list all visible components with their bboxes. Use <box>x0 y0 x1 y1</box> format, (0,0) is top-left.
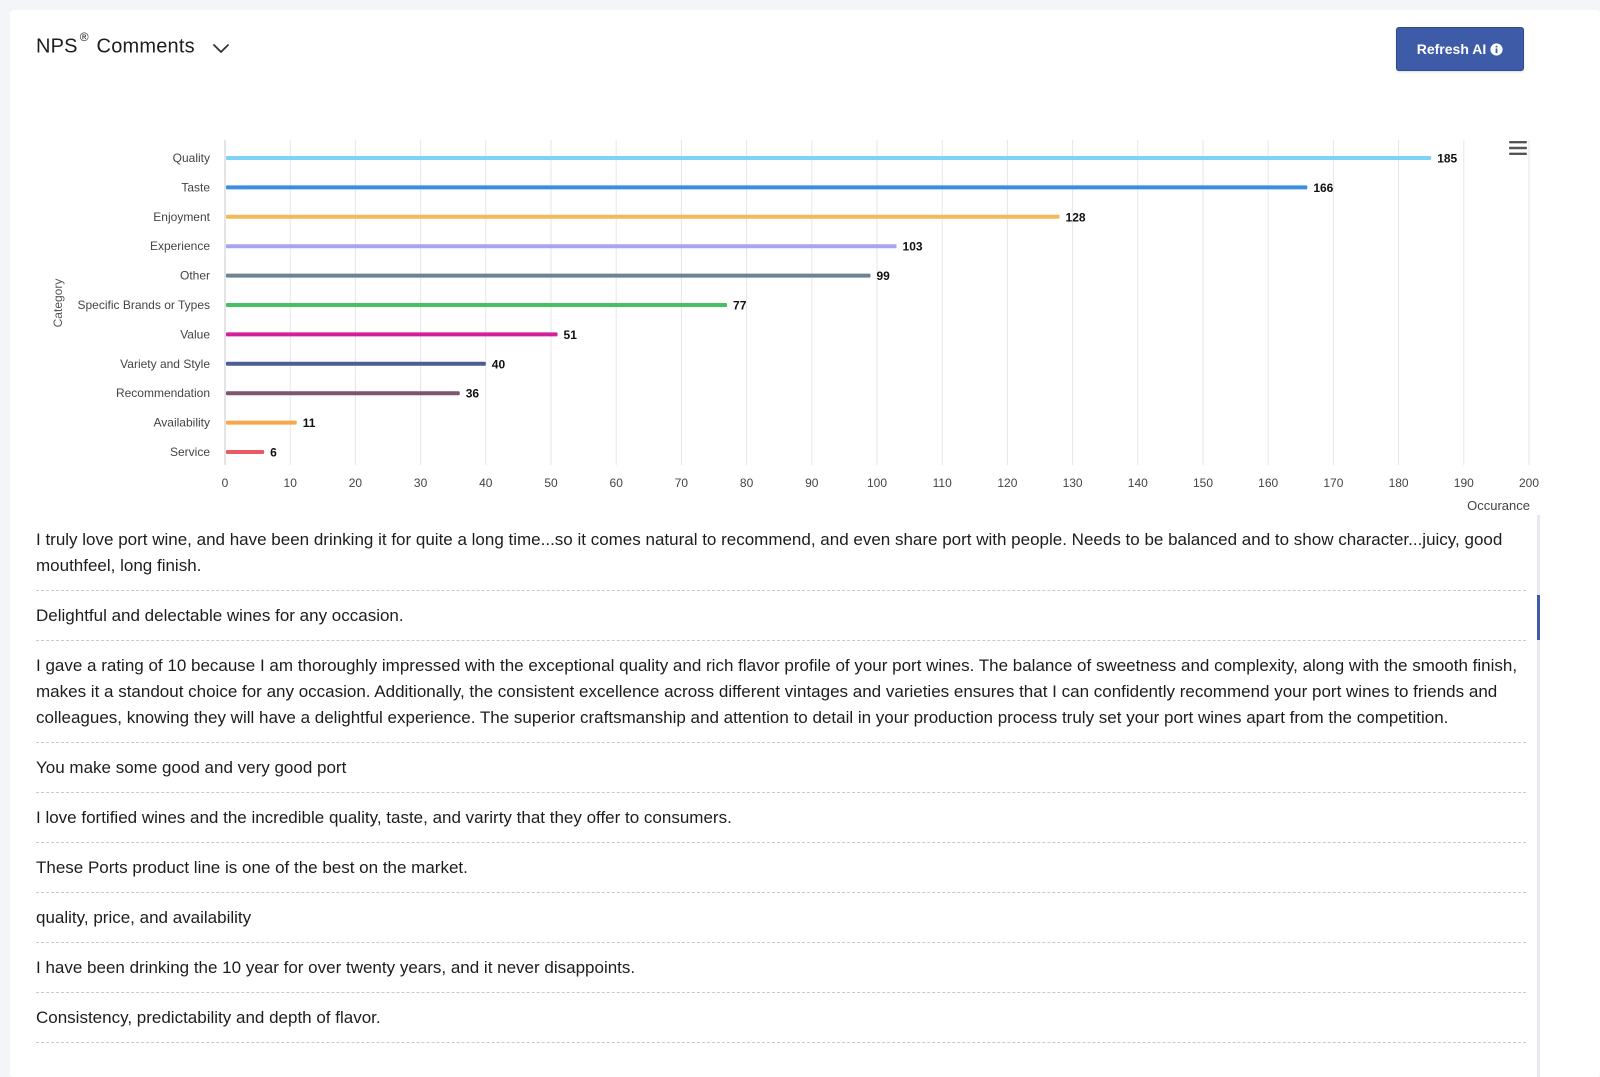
value-label: 185 <box>1437 152 1457 166</box>
bar[interactable] <box>226 185 1308 190</box>
x-tick-label: 130 <box>1063 476 1083 490</box>
chart-category-labels: Quality Taste Enjoyment Experience Other Spec… <box>77 151 210 459</box>
nps-comments-card: NPS ® Comments Refresh AI Quality Taste Enj… <box>10 10 1600 1077</box>
x-tick-label: 110 <box>933 476 952 490</box>
x-tick-label: 60 <box>610 476 624 490</box>
category-label: Availability <box>154 416 210 430</box>
x-tick-label: 90 <box>805 476 819 490</box>
bar[interactable] <box>226 214 1060 219</box>
category-label: Enjoyment <box>153 210 210 224</box>
page-title: NPS ® Comments <box>36 30 195 59</box>
category-label: Service <box>170 445 210 459</box>
x-tick-label: 200 <box>1519 476 1539 490</box>
value-label: 40 <box>492 357 506 371</box>
value-label: 99 <box>876 269 890 283</box>
x-tick-label: 190 <box>1454 476 1474 490</box>
category-label: Recommendation <box>116 386 210 400</box>
bar[interactable] <box>226 332 558 337</box>
registered-mark: ® <box>79 29 89 44</box>
chart-value-labels: 185 166 128 103 99 77 51 40 36 11 6 <box>270 152 1457 460</box>
title-main: NPS <box>36 35 78 58</box>
x-tick-label: 140 <box>1128 476 1148 490</box>
nps-comments-dropdown[interactable]: NPS ® Comments <box>36 26 233 66</box>
chevron-down-icon[interactable] <box>209 36 233 60</box>
comment-item: I have been drinking the 10 year for ove… <box>36 943 1526 993</box>
bar[interactable] <box>226 156 1432 160</box>
x-tick-label: 80 <box>740 476 754 490</box>
category-label: Specific Brands or Types <box>77 298 210 312</box>
bar[interactable] <box>226 273 871 278</box>
comment-item: You make some good and very good port <box>36 743 1526 793</box>
x-tick-label: 40 <box>479 476 493 490</box>
refresh-ai-button[interactable]: Refresh AI <box>1396 27 1524 71</box>
category-label: Taste <box>181 180 210 194</box>
x-tick-label: 120 <box>997 476 1017 490</box>
bar[interactable] <box>226 303 728 307</box>
chart-bars <box>226 156 1432 454</box>
x-axis-title: Occurance <box>1467 498 1530 513</box>
value-label: 36 <box>466 387 480 401</box>
info-circle-icon <box>1490 42 1503 56</box>
x-tick-label: 50 <box>544 476 558 490</box>
bar[interactable] <box>226 391 460 396</box>
value-label: 128 <box>1066 210 1086 224</box>
comment-item: Delightful and delectable wines for any … <box>36 591 1526 641</box>
value-label: 166 <box>1313 181 1333 195</box>
value-label: 6 <box>270 446 277 460</box>
x-tick-label: 100 <box>867 476 887 490</box>
x-tick-label: 30 <box>414 476 428 490</box>
comments-list[interactable]: I truly love port wine, and have been dr… <box>36 515 1526 1077</box>
y-axis-title: Category <box>51 279 65 328</box>
title-rest: Comments <box>96 35 195 58</box>
chart-x-tick-labels: 0 10 20 30 40 50 60 70 80 90 100 110 120 130 140 150 160… <box>222 476 1540 490</box>
value-label: 77 <box>733 299 747 313</box>
category-label: Variety and Style <box>120 357 210 371</box>
value-label: 11 <box>303 416 316 430</box>
x-tick-label: 160 <box>1258 476 1278 490</box>
bar[interactable] <box>226 361 486 366</box>
x-tick-label: 20 <box>349 476 363 490</box>
refresh-ai-label: Refresh AI <box>1416 41 1487 57</box>
bar[interactable] <box>226 420 297 425</box>
comment-item: These Ports product line is one of the b… <box>36 843 1526 893</box>
comment-item: Consistency, predictability and depth of… <box>36 993 1526 1043</box>
x-tick-label: 0 <box>222 476 229 490</box>
comment-item: I truly love port wine, and have been dr… <box>36 515 1526 591</box>
comment-item: I gave a rating of 10 because I am thoro… <box>36 641 1526 743</box>
bar[interactable] <box>226 450 265 454</box>
category-bar-chart: Quality Taste Enjoyment Experience Other Spec… <box>51 140 1540 513</box>
value-label: 103 <box>903 240 923 254</box>
x-tick-label: 170 <box>1323 476 1343 490</box>
chart-menu-icon[interactable] <box>1506 136 1530 160</box>
comments-scrollbar[interactable] <box>1537 515 1540 1077</box>
comment-item: quality, price, and availability <box>36 893 1526 943</box>
comments-scrollbar-thumb[interactable] <box>1537 595 1540 640</box>
x-tick-label: 70 <box>675 476 689 490</box>
chart-grid <box>224 140 1530 465</box>
x-tick-label: 10 <box>284 476 298 490</box>
category-label: Value <box>180 327 210 341</box>
bar[interactable] <box>226 244 897 249</box>
value-label: 51 <box>564 328 578 342</box>
category-label: Other <box>180 269 210 283</box>
x-tick-label: 150 <box>1193 476 1213 490</box>
x-tick-label: 180 <box>1389 476 1409 490</box>
comment-item: I love fortified wines and the incredibl… <box>36 793 1526 843</box>
category-label: Experience <box>150 239 210 253</box>
category-label: Quality <box>173 151 210 165</box>
